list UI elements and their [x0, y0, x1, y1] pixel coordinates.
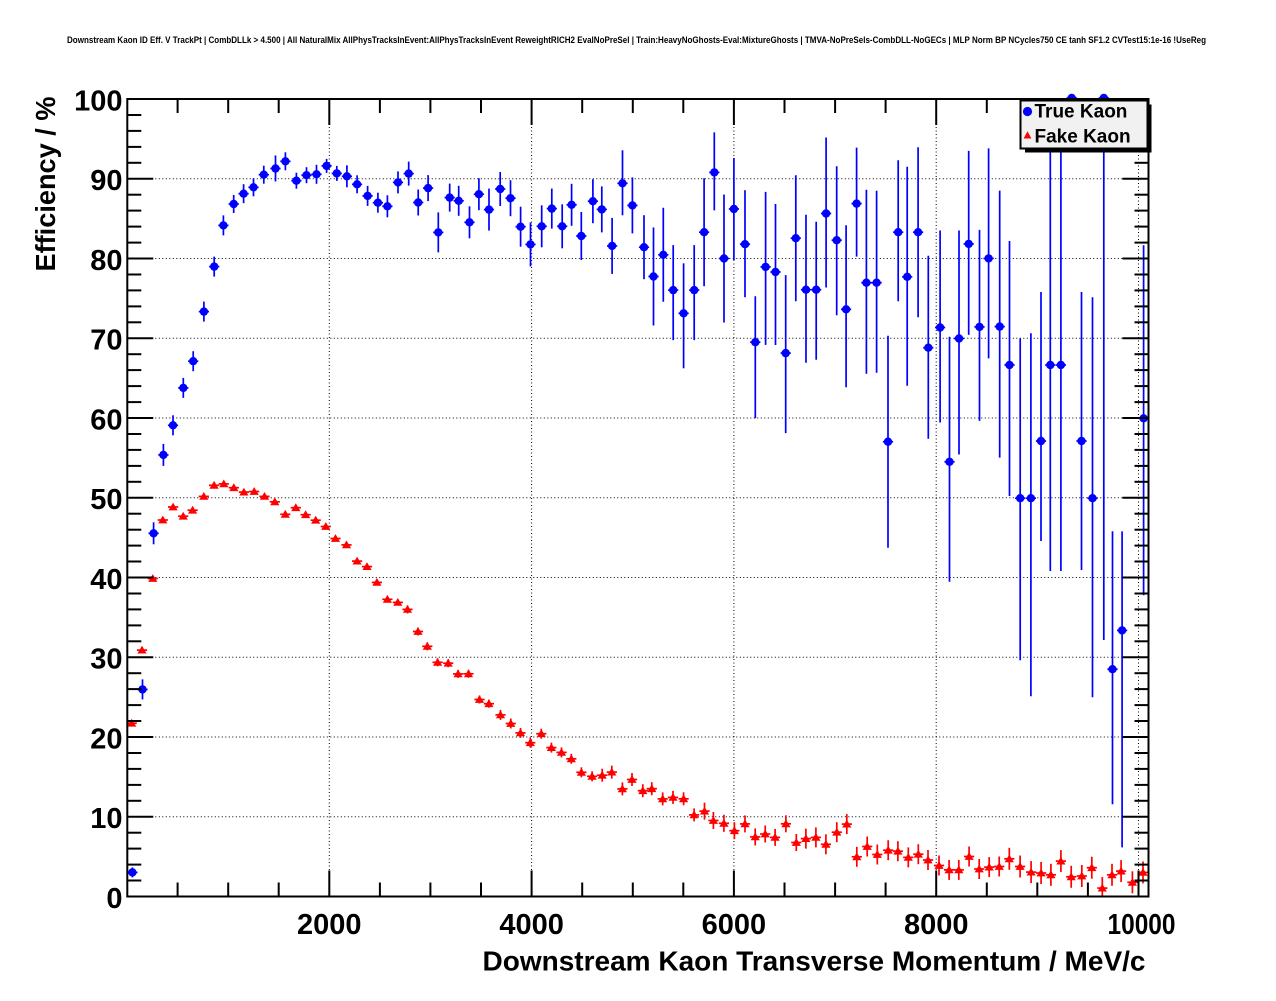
svg-text:True Kaon: True Kaon — [1035, 102, 1128, 123]
svg-text:20: 20 — [90, 723, 122, 755]
svg-text:40: 40 — [90, 564, 122, 596]
svg-text:Efficiency / %: Efficiency / % — [30, 96, 61, 271]
svg-text:Downstream Kaon Transverse Mom: Downstream Kaon Transverse Momentum / Me… — [483, 946, 1146, 977]
svg-text:6000: 6000 — [702, 909, 767, 941]
svg-text:4000: 4000 — [499, 909, 564, 941]
svg-text:80: 80 — [90, 245, 122, 277]
svg-text:30: 30 — [90, 644, 122, 676]
svg-text:90: 90 — [90, 165, 122, 197]
svg-text:70: 70 — [90, 325, 122, 357]
svg-text:10000: 10000 — [1108, 909, 1176, 941]
svg-text:8000: 8000 — [904, 909, 969, 941]
svg-text:100: 100 — [74, 85, 122, 117]
svg-text:Fake Kaon: Fake Kaon — [1035, 127, 1131, 148]
svg-text:Downstream Kaon ID Eff. V Trac: Downstream Kaon ID Eff. V TrackPt | Comb… — [67, 35, 1206, 46]
svg-text:50: 50 — [90, 484, 122, 516]
svg-text:60: 60 — [90, 404, 122, 436]
svg-text:10: 10 — [90, 803, 122, 835]
svg-text:2000: 2000 — [297, 909, 362, 941]
svg-text:0: 0 — [106, 883, 122, 915]
